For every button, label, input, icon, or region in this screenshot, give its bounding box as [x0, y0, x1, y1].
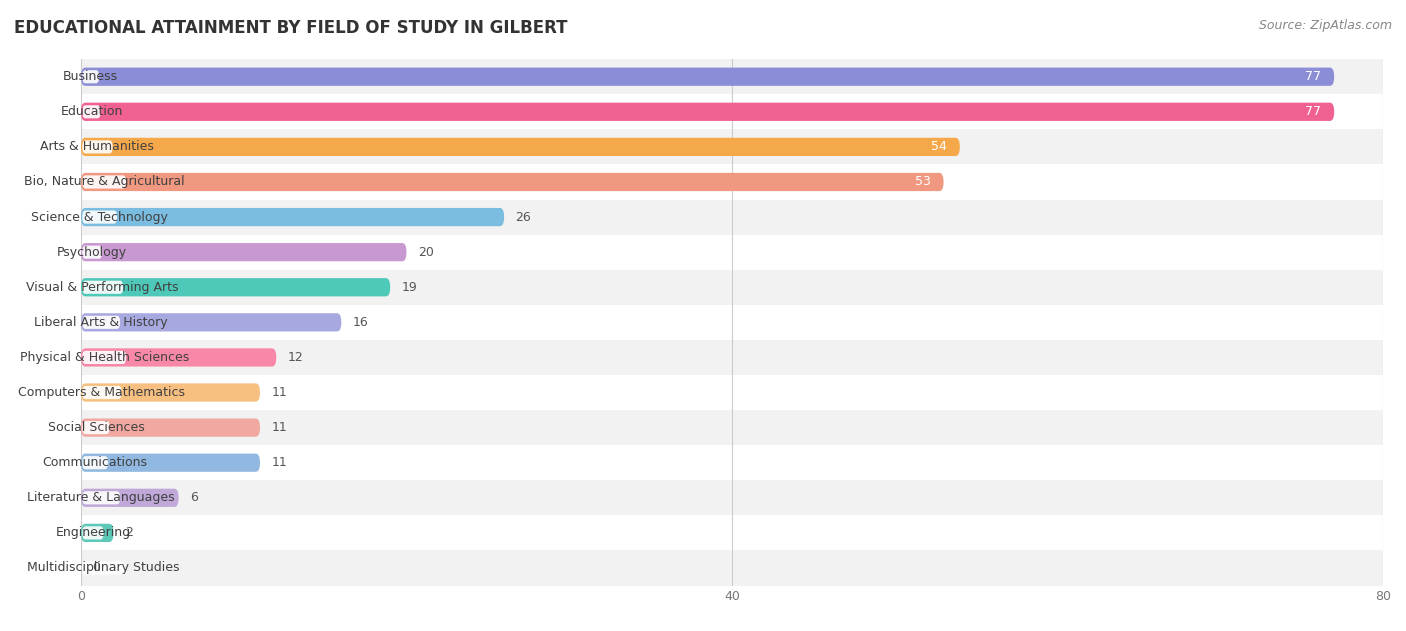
- Text: Communications: Communications: [42, 456, 148, 469]
- Text: 54: 54: [931, 140, 946, 153]
- Text: 77: 77: [1305, 70, 1322, 83]
- Text: 11: 11: [271, 386, 287, 399]
- FancyBboxPatch shape: [82, 208, 505, 226]
- Text: Business: Business: [63, 70, 118, 83]
- Text: Liberal Arts & History: Liberal Arts & History: [34, 316, 167, 329]
- Text: Physical & Health Sciences: Physical & Health Sciences: [20, 351, 188, 364]
- Text: 6: 6: [190, 492, 198, 504]
- Text: Literature & Languages: Literature & Languages: [27, 492, 174, 504]
- Bar: [82, 94, 1384, 129]
- FancyBboxPatch shape: [83, 491, 120, 504]
- Text: Multidisciplinary Studies: Multidisciplinary Studies: [27, 562, 180, 574]
- FancyBboxPatch shape: [83, 175, 127, 189]
- Bar: [82, 59, 1384, 94]
- Text: Visual & Performing Arts: Visual & Performing Arts: [27, 281, 179, 294]
- Bar: [82, 340, 1384, 375]
- Text: 20: 20: [418, 245, 433, 259]
- Text: 2: 2: [125, 526, 132, 540]
- FancyBboxPatch shape: [83, 386, 121, 399]
- Bar: [82, 235, 1384, 269]
- FancyBboxPatch shape: [82, 173, 943, 191]
- FancyBboxPatch shape: [83, 70, 98, 83]
- FancyBboxPatch shape: [83, 105, 101, 119]
- FancyBboxPatch shape: [82, 103, 1334, 121]
- FancyBboxPatch shape: [83, 562, 125, 575]
- Text: 26: 26: [516, 211, 531, 223]
- Text: 53: 53: [915, 175, 931, 189]
- FancyBboxPatch shape: [82, 313, 342, 331]
- Text: Engineering: Engineering: [55, 526, 131, 540]
- FancyBboxPatch shape: [83, 245, 103, 259]
- Bar: [82, 480, 1384, 516]
- Bar: [82, 516, 1384, 550]
- FancyBboxPatch shape: [83, 456, 108, 469]
- FancyBboxPatch shape: [82, 454, 260, 472]
- FancyBboxPatch shape: [82, 68, 1334, 86]
- FancyBboxPatch shape: [83, 316, 120, 329]
- Bar: [82, 375, 1384, 410]
- Text: 19: 19: [402, 281, 418, 294]
- FancyBboxPatch shape: [83, 281, 124, 294]
- FancyBboxPatch shape: [83, 421, 110, 434]
- Text: Source: ZipAtlas.com: Source: ZipAtlas.com: [1258, 19, 1392, 32]
- Bar: [82, 550, 1384, 586]
- Bar: [82, 199, 1384, 235]
- Text: Social Sciences: Social Sciences: [48, 421, 145, 434]
- Text: 11: 11: [271, 421, 287, 434]
- Bar: [82, 305, 1384, 340]
- Bar: [82, 269, 1384, 305]
- Text: Computers & Mathematics: Computers & Mathematics: [18, 386, 186, 399]
- Text: 77: 77: [1305, 105, 1322, 118]
- Text: Science & Technology: Science & Technology: [31, 211, 169, 223]
- Text: Bio, Nature & Agricultural: Bio, Nature & Agricultural: [24, 175, 184, 189]
- FancyBboxPatch shape: [82, 243, 406, 261]
- FancyBboxPatch shape: [82, 138, 960, 156]
- FancyBboxPatch shape: [83, 351, 127, 364]
- Bar: [82, 410, 1384, 445]
- Text: Psychology: Psychology: [58, 245, 128, 259]
- Text: Education: Education: [60, 105, 122, 118]
- Text: 0: 0: [93, 562, 100, 574]
- FancyBboxPatch shape: [83, 140, 112, 153]
- Bar: [82, 445, 1384, 480]
- FancyBboxPatch shape: [83, 526, 104, 540]
- FancyBboxPatch shape: [82, 488, 179, 507]
- FancyBboxPatch shape: [82, 418, 260, 437]
- FancyBboxPatch shape: [82, 524, 114, 542]
- Text: Arts & Humanities: Arts & Humanities: [41, 140, 155, 153]
- FancyBboxPatch shape: [83, 211, 117, 223]
- Text: 11: 11: [271, 456, 287, 469]
- Text: 16: 16: [353, 316, 368, 329]
- Bar: [82, 129, 1384, 165]
- FancyBboxPatch shape: [82, 348, 276, 367]
- Bar: [82, 165, 1384, 199]
- FancyBboxPatch shape: [82, 278, 391, 297]
- Text: EDUCATIONAL ATTAINMENT BY FIELD OF STUDY IN GILBERT: EDUCATIONAL ATTAINMENT BY FIELD OF STUDY…: [14, 19, 568, 37]
- Text: 12: 12: [288, 351, 304, 364]
- FancyBboxPatch shape: [82, 384, 260, 402]
